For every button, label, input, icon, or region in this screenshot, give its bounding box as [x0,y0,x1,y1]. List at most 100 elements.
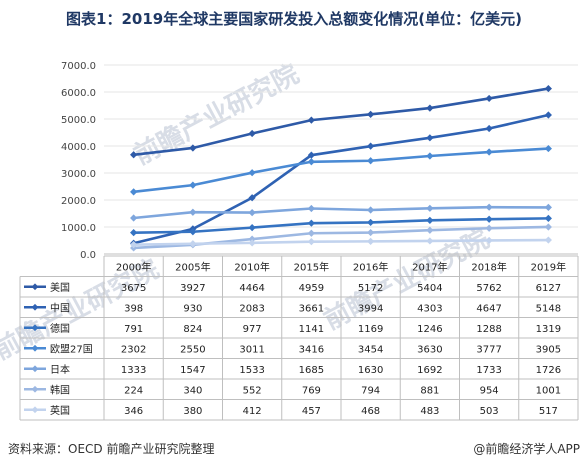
y-tick-label: 3000.0 [61,169,96,180]
data-label: 1533 [239,365,264,376]
data-point [426,204,434,212]
data-label: 3994 [358,303,383,314]
data-label: 3905 [536,344,561,355]
data-point [544,84,552,93]
data-point [248,239,256,247]
data-label: 1169 [358,324,383,335]
data-label: 2302 [121,344,146,355]
chart-title: 图表1：2019年全球主要国家研发投入总额变化情况(单位：亿美元) [66,10,522,28]
data-label: 4647 [476,303,501,314]
legend-entry: 中国 [50,301,70,314]
data-label: 3777 [476,344,501,355]
data-point [248,224,256,232]
x-tick-label: 2005年 [175,260,210,273]
legend-entry: 英国 [50,404,70,417]
data-label: 1692 [417,365,442,376]
y-tick-label: 6000.0 [61,88,96,99]
series-line [133,238,549,246]
legend-entry: 欧盟27国 [50,343,93,355]
data-label: 6127 [536,283,561,294]
legend-marker [31,324,39,332]
data-point [307,219,315,227]
data-label: 224 [124,385,143,396]
data-label: 380 [183,406,202,417]
series-line [133,147,549,194]
legend-marker [31,385,39,393]
data-point [426,237,434,245]
data-point [367,142,375,150]
data-label: 552 [243,385,262,396]
data-label: 3630 [417,344,442,355]
data-label: 1319 [536,324,561,335]
legend-marker [31,365,39,373]
data-label: 794 [361,385,380,396]
data-point [485,124,493,133]
data-label: 3454 [358,344,383,355]
legend-marker [31,283,39,291]
legend-marker [31,303,39,311]
data-point [248,169,256,177]
data-point [307,238,315,246]
data-label: 1141 [299,324,324,335]
brand-credit: @前瞻经济学人APP [473,442,580,456]
data-point [307,158,315,166]
data-point [189,208,197,216]
data-point [130,214,138,222]
data-point [426,134,434,142]
data-label: 5404 [417,283,442,294]
data-label: 2083 [239,303,264,314]
y-tick-label: 7000.0 [61,61,96,72]
series-lines [130,84,552,252]
data-point [307,151,315,159]
series-line [133,87,549,157]
data-point [367,157,375,165]
data-label: 3675 [121,283,146,294]
legend-marker [31,344,39,352]
data-label: 930 [183,303,202,314]
data-label: 1630 [358,365,383,376]
data-label: 1726 [536,365,561,376]
data-label: 4464 [239,283,264,294]
data-point [130,229,138,237]
data-point [130,151,138,159]
data-point [189,240,197,248]
data-point [189,144,197,152]
source-note: 资料来源：OECD 前瞻产业研究院整理 [8,442,215,456]
watermark-text: 前瞻产业研究院 [129,58,304,171]
x-tick-label: 2017年 [412,260,447,273]
data-label: 4959 [299,283,324,294]
data-point [544,223,552,231]
data-point [544,111,552,119]
data-point [367,237,375,245]
data-point [367,228,375,237]
data-point [544,214,552,222]
data-label: 3416 [299,344,324,355]
series-line [133,205,549,220]
data-label: 340 [183,385,202,396]
data-label: 3927 [180,283,205,294]
data-point [248,194,256,202]
data-point [485,236,493,245]
data-point [130,188,138,196]
data-label: 1733 [476,365,501,376]
data-label: 3661 [299,303,324,314]
data-point [485,94,493,103]
data-label: 5762 [476,283,501,294]
data-label: 468 [361,406,380,417]
x-tick-label: 2015年 [294,260,329,273]
data-label: 346 [124,406,143,417]
data-label: 412 [243,406,262,417]
y-tick-label: 2000.0 [61,196,96,207]
data-label: 5172 [358,283,383,294]
legend-entry: 德国 [50,322,70,335]
y-tick-label: 5000.0 [61,115,96,126]
data-label: 1288 [476,324,501,335]
data-point [426,152,434,160]
series-line [133,217,549,234]
data-point [544,203,552,211]
data-label: 954 [480,385,499,396]
data-point [485,215,493,223]
data-label: 2550 [180,344,205,355]
data-point [544,236,552,244]
